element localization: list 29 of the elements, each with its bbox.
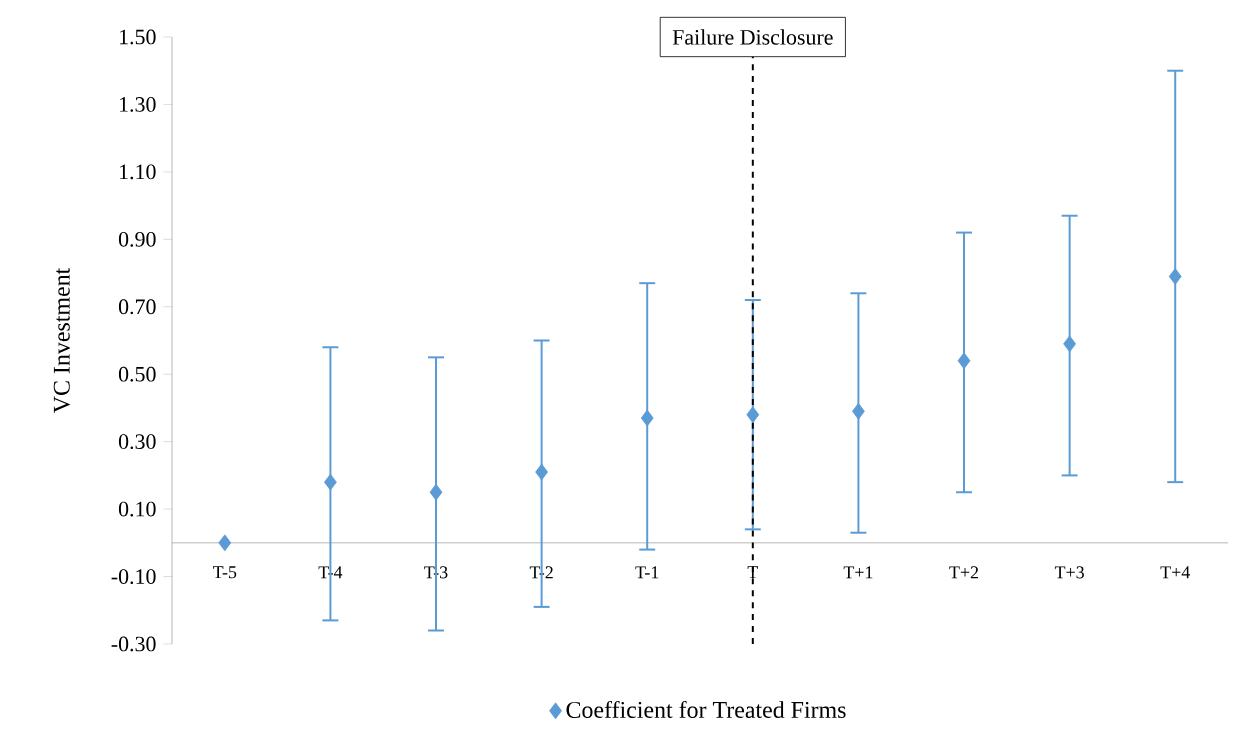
point	[852, 402, 865, 420]
point	[746, 406, 760, 424]
x-tick-label: T+3	[1054, 566, 1084, 579]
y-tick-label: 0.50	[118, 366, 156, 382]
point	[218, 534, 232, 552]
y-tick-label: 0.10	[118, 501, 156, 517]
y-tick-label: 1.50	[120, 29, 156, 45]
point	[957, 352, 971, 370]
point	[535, 463, 548, 481]
y-tick-label: -0.10	[111, 569, 156, 584]
y-tick-label: -0.30	[111, 636, 156, 652]
point	[429, 483, 443, 501]
point	[324, 473, 337, 491]
legend-label: Coefficient for Treated Firms	[566, 700, 846, 718]
x-tick-label: T+4	[1160, 566, 1190, 579]
y-tick-label: 0.90	[118, 231, 156, 247]
x-tick-label: T+1	[843, 566, 873, 579]
x-tick-label: T-1	[635, 566, 659, 579]
x-tick-label: T+2	[949, 566, 979, 579]
point	[1168, 268, 1182, 285]
y-tick-label: 1.10	[120, 164, 156, 180]
y-axis-title: VC Investment	[53, 267, 70, 413]
point	[640, 409, 654, 427]
point	[1063, 335, 1076, 353]
y-tick-label: 0.70	[118, 299, 156, 315]
x-tick-label: T-5	[212, 566, 237, 579]
ref-line-label: Failure Disclosure	[672, 29, 833, 45]
y-tick-label: 1.30	[120, 97, 156, 112]
y-tick-label: 0.30	[118, 434, 156, 450]
